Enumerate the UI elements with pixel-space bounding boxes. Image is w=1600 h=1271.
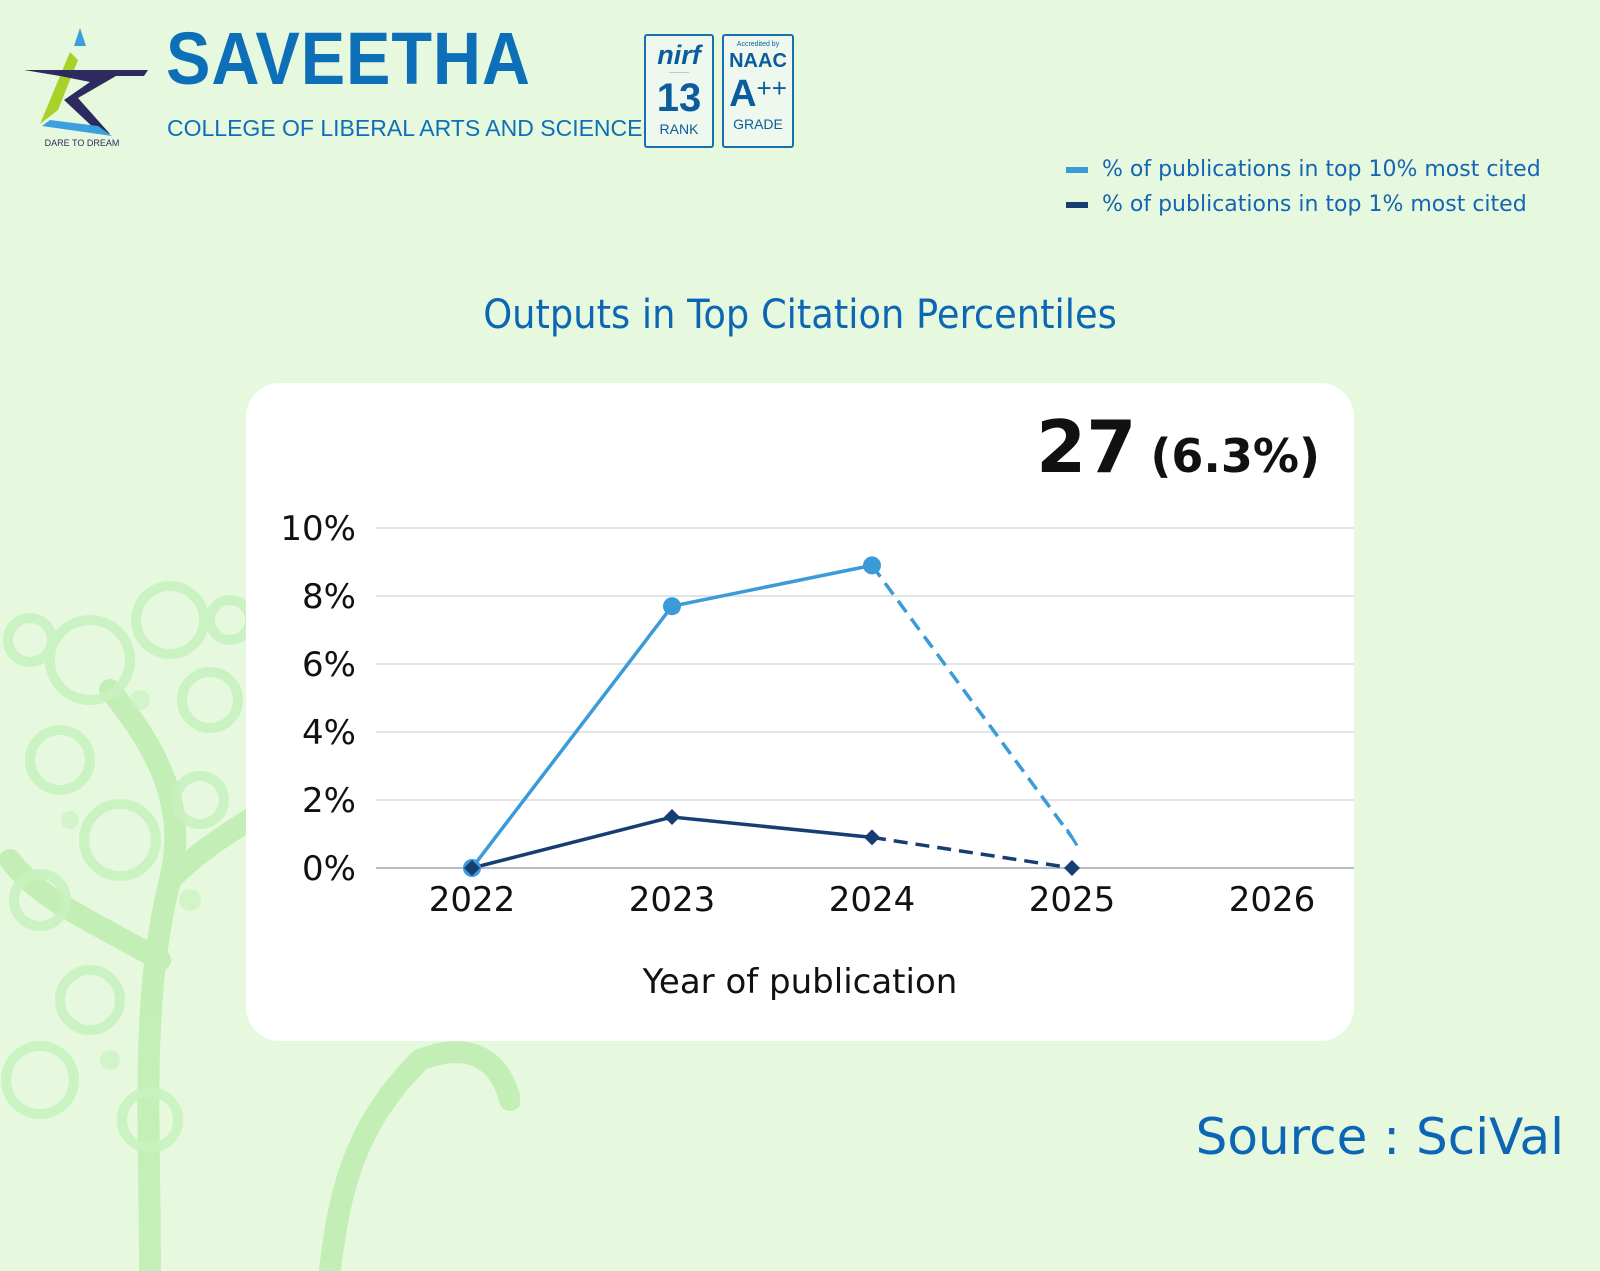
- naac-accredited-text: Accredited by: [736, 41, 780, 48]
- headline-percent: (6.3%): [1150, 429, 1320, 483]
- line-chart: 0% 2% 4% 6% 8% 10% 2022 2023 2024 2025 2026 Year o…: [280, 509, 1354, 1002]
- x-tick-label: 2022: [429, 880, 516, 920]
- chart-title: Outputs in Top Citation Percentiles: [483, 292, 1117, 338]
- y-tick-label: 10%: [280, 509, 356, 549]
- headline-count: 27: [1036, 405, 1137, 489]
- nirf-logo-rule: ————: [669, 70, 689, 76]
- legend-item-top10: % of publications in top 10% most cited: [1066, 152, 1541, 187]
- headline-metric: 27 (6.3%): [1036, 405, 1320, 489]
- background-tree-illustration: [0, 581, 520, 1271]
- point-marker: [663, 597, 681, 616]
- x-tick-label: 2026: [1229, 880, 1316, 920]
- point-marker-projected: [1065, 828, 1079, 847]
- x-tick-label: 2024: [829, 880, 916, 920]
- legend-swatch-top1: [1066, 201, 1088, 208]
- naac-grade-caption: GRADE: [733, 116, 783, 132]
- y-tick-label: 0%: [302, 849, 356, 889]
- y-tick-label: 4%: [302, 713, 356, 753]
- naac-grade-value: A++: [724, 75, 792, 113]
- x-axis-label: Year of publication: [642, 962, 958, 1002]
- legend-swatch-top10: [1066, 166, 1088, 173]
- chart-legend: % of publications in top 10% most cited …: [1066, 152, 1541, 222]
- legend-label-top1: % of publications in top 1% most cited: [1102, 192, 1527, 217]
- point-marker: [864, 829, 880, 846]
- nirf-rank-badge: nirf ———— 13 RANK: [644, 34, 714, 148]
- series-line-projected-0: [870, 564, 1074, 839]
- nirf-rank-number: 13: [656, 76, 702, 120]
- point-marker: [664, 809, 680, 825]
- y-tick-label: 8%: [302, 577, 356, 617]
- source-credit: Source : SciVal: [1195, 1108, 1564, 1166]
- y-tick-label: 6%: [302, 645, 356, 685]
- point-marker: [464, 860, 480, 876]
- brand-name: SAVEETHA: [166, 17, 531, 100]
- saveetha-star-logo: DARE TO DREAM: [24, 28, 148, 148]
- x-tick-label: 2023: [629, 880, 716, 920]
- nirf-logo: nirf: [657, 40, 701, 70]
- brand-subtitle: COLLEGE OF LIBERAL ARTS AND SCIENCES: [167, 115, 658, 141]
- x-tick-label: 2025: [1029, 880, 1116, 920]
- naac-grade-badge: Accredited by NAAC A++ GRADE: [722, 34, 794, 148]
- logo-tagline: DARE TO DREAM: [45, 138, 120, 148]
- legend-label-top10: % of publications in top 10% most cited: [1102, 157, 1541, 182]
- point-marker: [1064, 860, 1080, 876]
- naac-grade-plus: ++: [756, 73, 787, 103]
- series-line-projected-1: [871, 835, 1073, 870]
- y-tick-label: 2%: [302, 781, 356, 821]
- nirf-rank-caption: RANK: [659, 121, 699, 137]
- legend-item-top1: % of publications in top 1% most cited: [1066, 187, 1541, 222]
- chart-card: 27 (6.3%) 0% 2% 4% 6% 8% 10% 2022 2023 2024 2025 20…: [246, 383, 1354, 1041]
- naac-grade-letter: A: [729, 73, 757, 115]
- naac-name: NAAC: [729, 50, 787, 72]
- point-marker: [863, 556, 881, 575]
